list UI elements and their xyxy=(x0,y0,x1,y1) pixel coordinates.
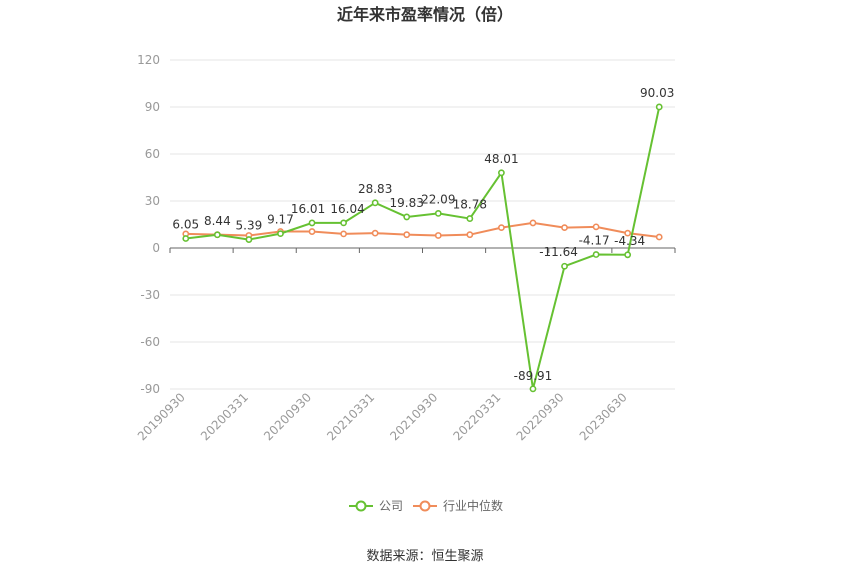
data-label: 9.17 xyxy=(267,213,294,227)
company-pe-line xyxy=(185,106,661,390)
data-label: -4.34 xyxy=(614,234,645,248)
y-tick-label: 120 xyxy=(137,53,160,67)
industry-data-point xyxy=(466,231,474,239)
y-tick-label: -30 xyxy=(140,288,160,302)
industry-data-point xyxy=(403,231,411,239)
data-label: -89.91 xyxy=(514,369,553,383)
data-label: 6.05 xyxy=(172,218,199,232)
x-tick-label: 20200331 xyxy=(198,390,251,443)
data-label: -11.64 xyxy=(539,245,578,259)
legend-company-label[interactable]: 公司 xyxy=(379,499,403,513)
company-data-point xyxy=(561,262,568,270)
data-label: 90.03 xyxy=(640,86,674,100)
data-label: -4.17 xyxy=(579,234,610,248)
industry-median-line xyxy=(185,221,660,239)
industry-data-point xyxy=(308,228,316,235)
data-label: 16.01 xyxy=(291,202,325,216)
company-data-point xyxy=(308,219,316,227)
industry-data-point xyxy=(624,229,632,237)
x-tick-label: 20210930 xyxy=(387,390,440,443)
industry-data-point xyxy=(434,232,442,239)
company-data-point xyxy=(213,231,221,239)
company-data-point xyxy=(498,169,505,177)
x-tick-label: 20220331 xyxy=(450,390,503,443)
legend[interactable]: 公司 行业中位数 xyxy=(349,498,503,513)
industry-data-point xyxy=(561,224,568,232)
x-tick-label: 20220930 xyxy=(514,390,567,443)
legend-company-marker[interactable] xyxy=(355,500,367,512)
company-data-point xyxy=(655,103,663,111)
y-tick-label: 60 xyxy=(145,147,160,161)
x-tick-label: 20210331 xyxy=(324,390,377,443)
industry-data-point xyxy=(340,230,347,238)
legend-industry-marker[interactable] xyxy=(419,500,431,512)
industry-data-point xyxy=(592,223,600,231)
data-label: 28.83 xyxy=(358,182,392,196)
company-data-point xyxy=(434,209,442,217)
company-data-point xyxy=(529,385,537,393)
data-label: 19.83 xyxy=(390,196,424,210)
data-label: 5.39 xyxy=(236,219,263,233)
x-tick-label: 20200930 xyxy=(261,390,314,443)
company-data-point xyxy=(371,199,379,207)
industry-data-point xyxy=(371,229,379,237)
company-data-point xyxy=(592,251,600,258)
y-tick-label: -90 xyxy=(140,382,160,396)
industry-data-point xyxy=(529,219,537,227)
y-tick-label: 30 xyxy=(145,194,160,208)
company-data-point xyxy=(340,219,347,227)
data-label: 22.09 xyxy=(421,192,455,206)
x-tick-label: 20230630 xyxy=(577,390,630,443)
company-data-point xyxy=(624,251,632,259)
legend-industry-label[interactable]: 行业中位数 xyxy=(443,498,503,513)
company-data-point xyxy=(182,235,190,242)
data-label: 16.04 xyxy=(330,202,364,216)
company-data-point xyxy=(403,213,411,221)
x-axis: 20190930 20200331 20200930 20210331 20210930… xyxy=(135,248,676,443)
x-tick-label: 20190930 xyxy=(135,390,188,443)
source-note: 数据来源：恒生聚源 xyxy=(366,549,483,564)
data-label: 8.44 xyxy=(204,214,231,228)
company-data-point xyxy=(277,230,284,238)
data-label: 48.01 xyxy=(484,152,518,166)
company-data-point xyxy=(245,236,253,243)
company-data-point xyxy=(466,215,474,222)
chart-title: 近年来市盈率情况（倍） xyxy=(337,5,513,24)
data-label: 18.78 xyxy=(453,198,487,212)
y-tick-label: -60 xyxy=(140,335,160,349)
y-tick-label: 90 xyxy=(145,100,160,114)
industry-data-point xyxy=(655,233,663,241)
y-tick-label: 0 xyxy=(152,241,160,255)
industry-data-point xyxy=(498,224,505,232)
y-axis: 120 90 60 30 0 -30 -60 -90 xyxy=(137,53,160,396)
